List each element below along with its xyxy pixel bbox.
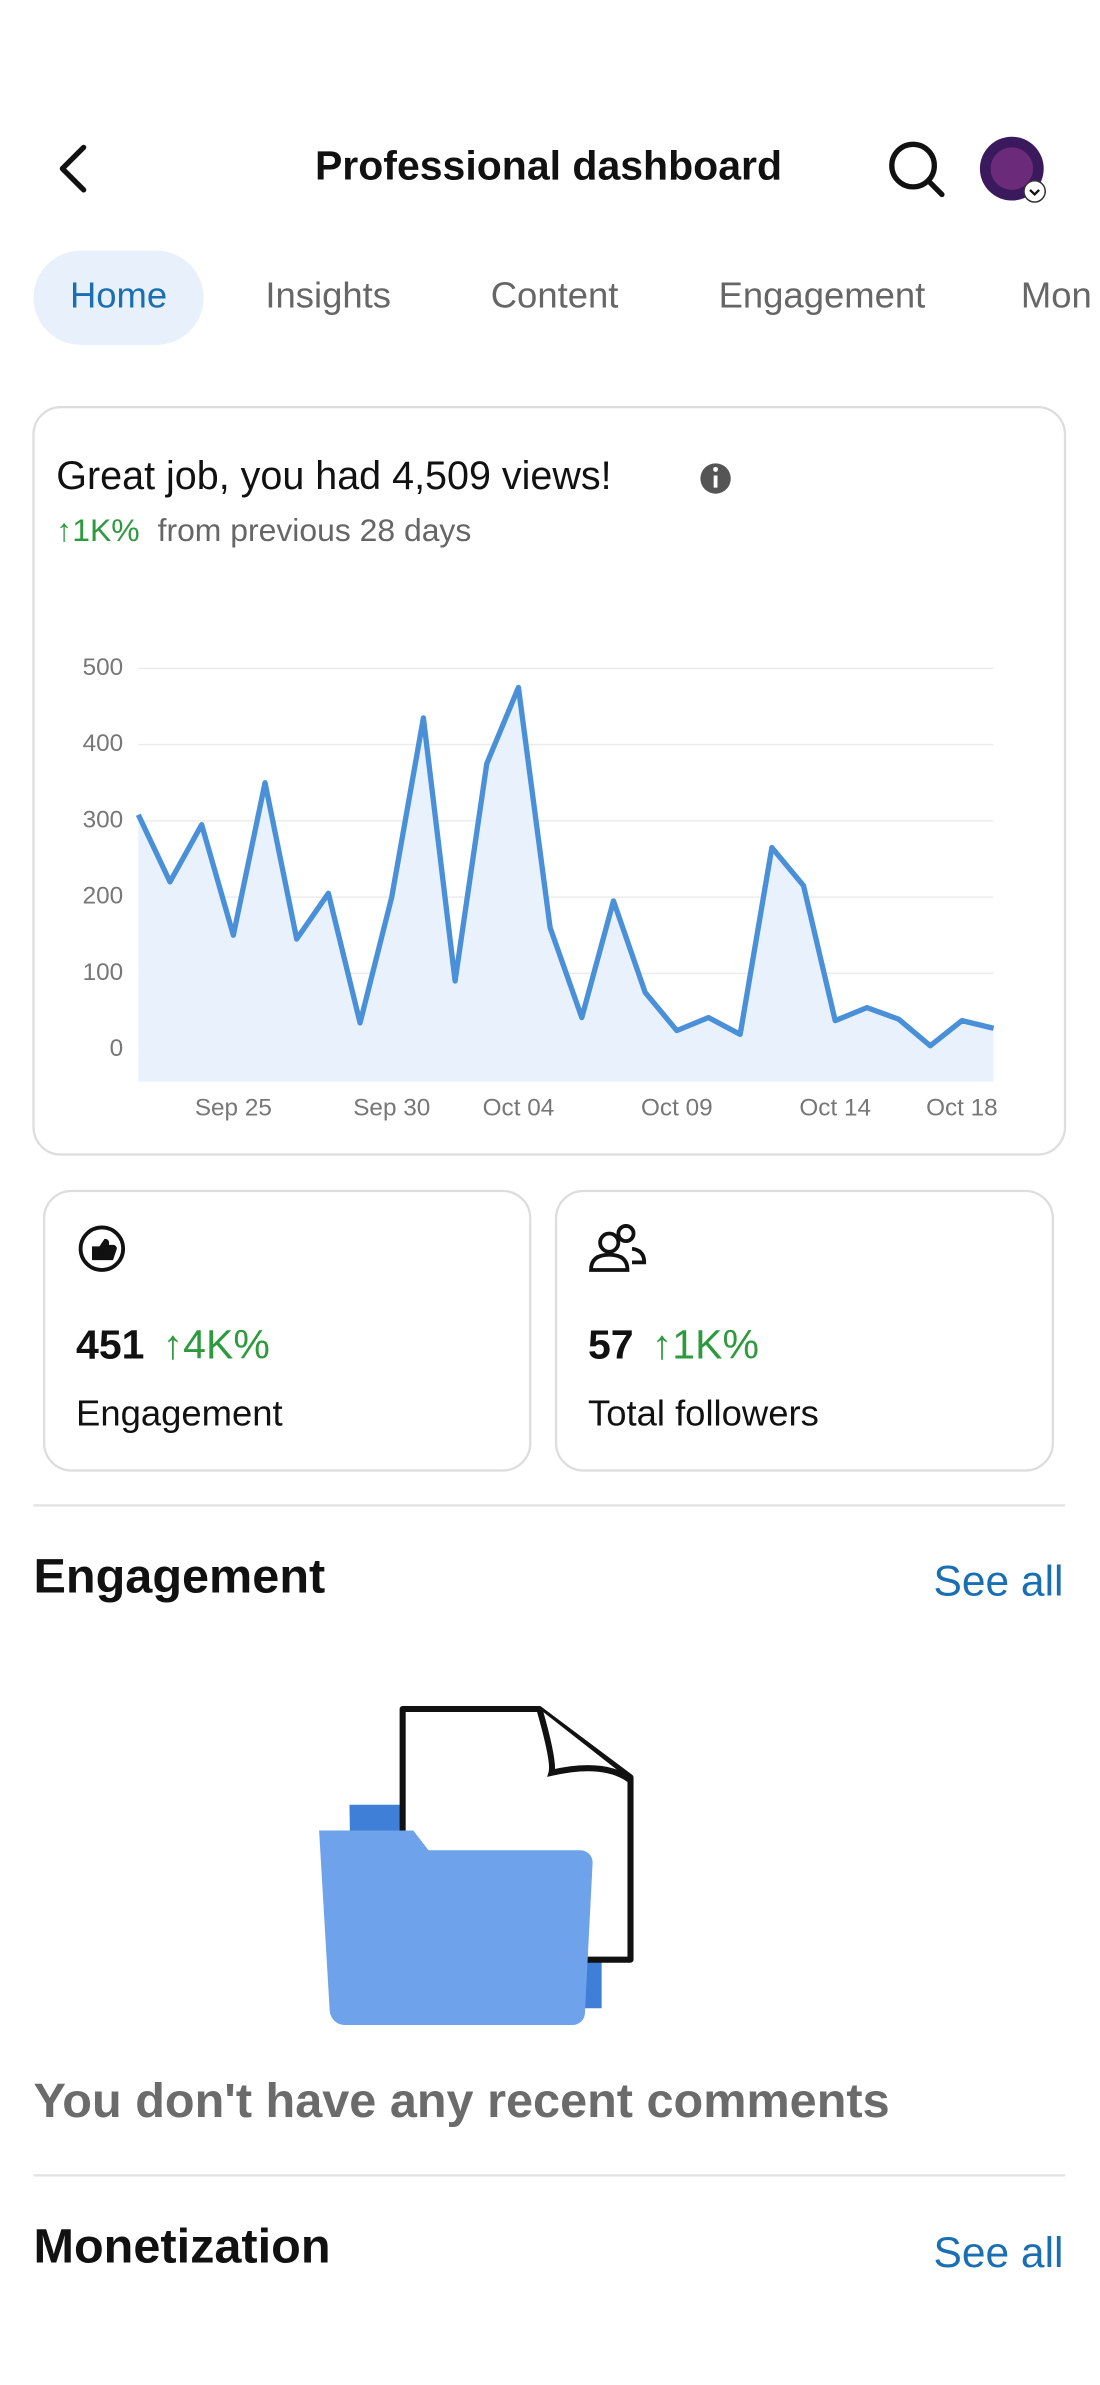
see-all-link[interactable]: See all: [933, 1558, 1063, 1606]
tab[interactable]: Insights: [265, 274, 391, 315]
section-title: Monetization: [34, 2220, 331, 2274]
tab[interactable]: Home: [70, 274, 167, 315]
y-tick-label: 400: [83, 730, 124, 757]
icon-shape: [78, 1225, 126, 1272]
icon-shape: [589, 1252, 630, 1272]
icon-shape: [631, 1246, 647, 1265]
y-tick-label: 100: [83, 959, 124, 986]
x-tick-label: Sep 30: [353, 1094, 430, 1121]
views-change: ↑1K%: [56, 513, 139, 549]
x-tick-label: Oct 04: [483, 1094, 555, 1121]
area-fill: [138, 687, 994, 1082]
stat-change: ↑1K%: [652, 1321, 759, 1367]
followers-icon: [589, 1224, 647, 1272]
views-chart: 0 100 200 300 400 500 Sep 25 Sep 30 Oct 04 Oct 09…: [83, 654, 998, 1122]
stat-value: 451: [76, 1321, 144, 1367]
x-tick-label: Oct 18: [926, 1094, 998, 1121]
engagement-icon: [78, 1225, 126, 1272]
tab-selected-bg: [33, 250, 204, 345]
section-title: Engagement: [34, 1550, 326, 1604]
stat-line: 451 ↑4K%: [76, 1321, 270, 1367]
icon-shape: [616, 1224, 636, 1244]
stat-card[interactable]: 451 ↑4K% Engagement: [42, 1189, 532, 1472]
views-headline: Great job, you had 4,509 views!: [56, 454, 611, 498]
stat-label: Total followers: [588, 1392, 819, 1433]
y-tick-label: 300: [83, 806, 124, 833]
y-tick-label: 500: [83, 654, 124, 681]
stat-card-bg: [42, 1189, 532, 1472]
tab[interactable]: Engagement: [719, 274, 926, 315]
y-tick-label: 0: [110, 1035, 124, 1062]
stat-line: 57 ↑1K%: [588, 1321, 759, 1367]
see-all-link[interactable]: See all: [933, 2229, 1063, 2277]
x-tick-label: Oct 09: [641, 1094, 713, 1121]
views-change-suffix: from previous 28 days: [158, 513, 472, 549]
stat-card-bg: [554, 1189, 1054, 1472]
views-change-line: ↑1K% from previous 28 days: [56, 513, 471, 549]
back-button[interactable]: [59, 144, 87, 193]
icon-shape: [598, 1231, 621, 1254]
x-tick-label: Sep 25: [195, 1094, 272, 1121]
icon-shape: [91, 1238, 117, 1261]
search-button[interactable]: [889, 141, 945, 198]
empty-message: You don't have any recent comments: [34, 2074, 890, 2128]
stat-card[interactable]: 57 ↑1K% Total followers: [554, 1189, 1054, 1472]
tab[interactable]: Mon: [1021, 274, 1092, 315]
stat-label: Engagement: [76, 1392, 283, 1433]
avatar[interactable]: [979, 136, 1046, 203]
y-tick-label: 200: [83, 883, 124, 910]
x-tick-label: Oct 14: [799, 1094, 871, 1121]
empty-folder-illustration: [319, 1705, 634, 2025]
info-icon[interactable]: [700, 463, 731, 494]
line: [135, 684, 995, 1049]
tab[interactable]: Content: [491, 274, 619, 315]
stat-change: ↑4K%: [163, 1321, 270, 1367]
stat-value: 57: [588, 1321, 634, 1367]
page-title: Professional dashboard: [315, 142, 782, 188]
